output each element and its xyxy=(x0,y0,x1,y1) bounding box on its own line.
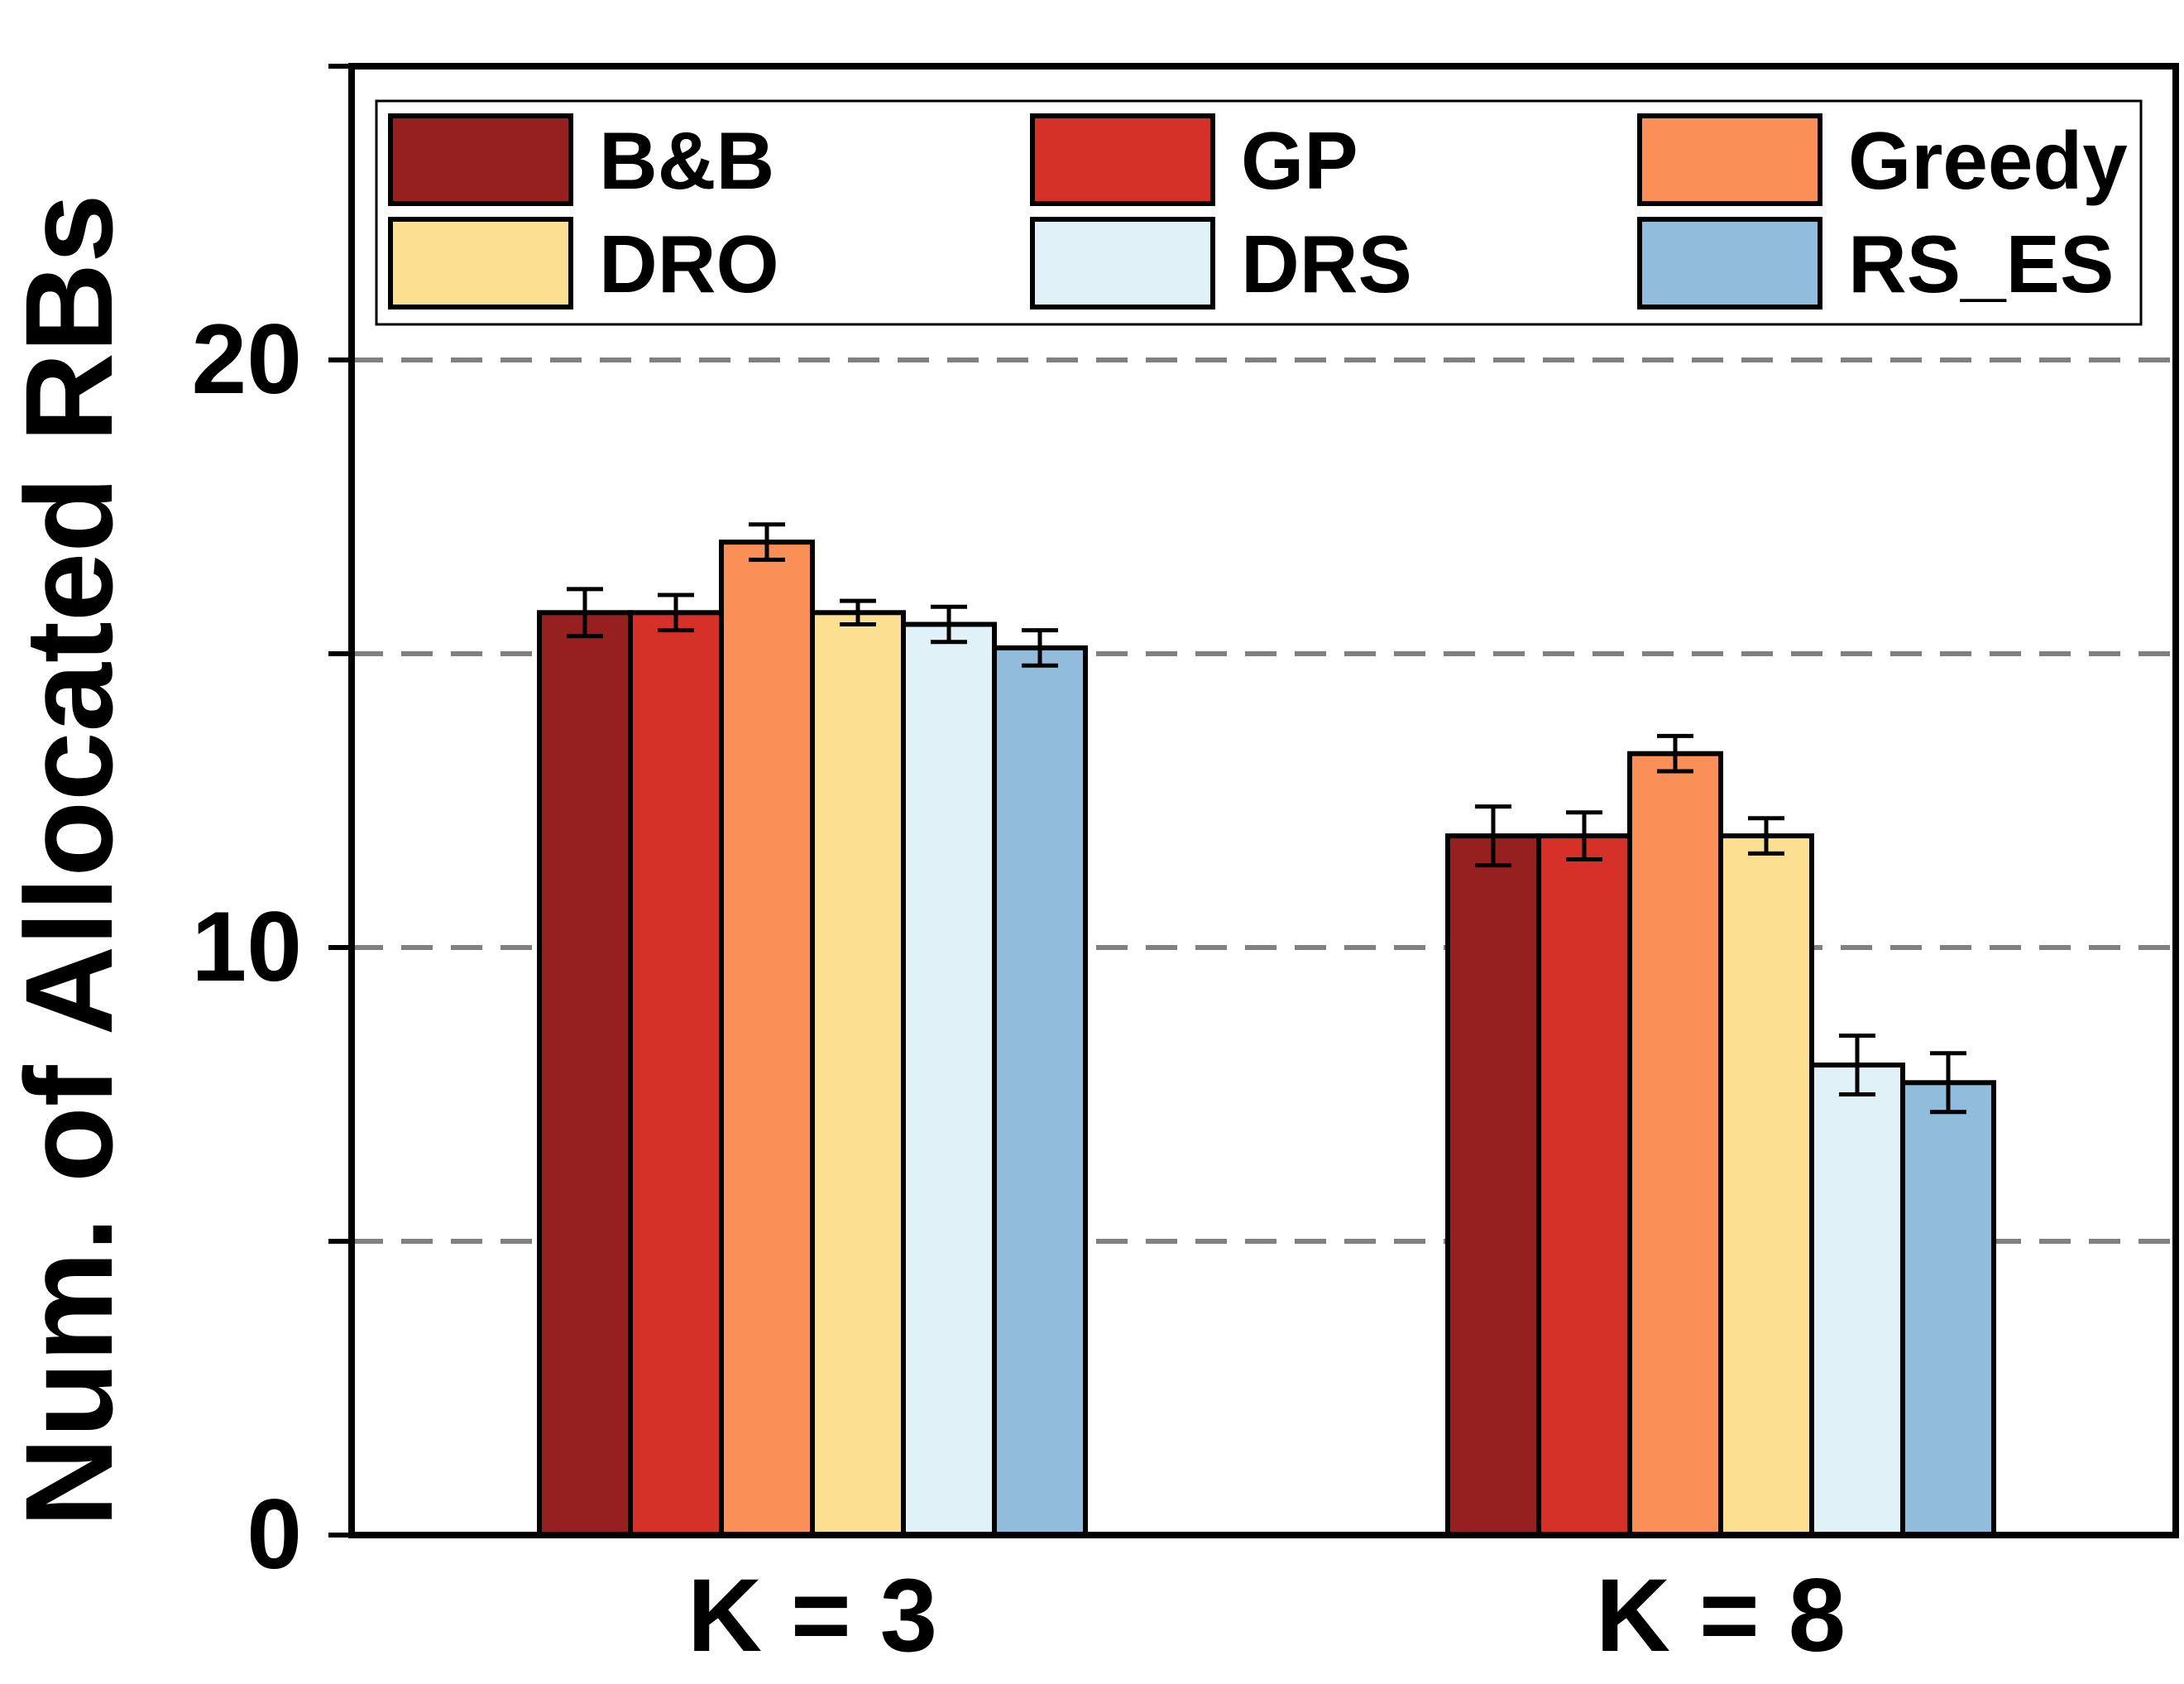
error-bar-GP-1 xyxy=(1566,810,1602,861)
bar-RS_ES-0 xyxy=(992,645,1088,1538)
legend-item-DRS: DRS xyxy=(1030,217,1412,309)
y-axis-label: Num. of Allocated RBs xyxy=(0,194,138,1527)
bars xyxy=(537,540,1996,1538)
error-bar-B&B-1 xyxy=(1475,804,1511,868)
bar-Greedy-0 xyxy=(719,540,815,1538)
error-bar-DRS-0 xyxy=(931,604,967,645)
bar-DRO-1 xyxy=(1718,833,1814,1538)
y-tick-label-2: 20 xyxy=(192,304,302,415)
plot-frame xyxy=(348,63,2179,1538)
error-bar-RS_ES-1 xyxy=(1930,1051,1966,1115)
axis-ticks: 0 10 20 K = 3 K = 8 xyxy=(192,64,1846,1673)
bar-B&B-1 xyxy=(1445,833,1541,1538)
legend-swatch xyxy=(1637,217,1822,309)
legend-item-B&B: B&B xyxy=(388,113,774,206)
bar-B&B-0 xyxy=(537,610,633,1538)
bar-GP-1 xyxy=(1536,833,1632,1538)
legend-label: RS_ES xyxy=(1848,218,2114,309)
bar-Greedy-1 xyxy=(1627,751,1723,1538)
legend-swatch xyxy=(1030,217,1215,309)
x-tick-label-0: K = 3 xyxy=(687,1558,937,1673)
legend-swatch xyxy=(1637,113,1822,206)
legend-swatch xyxy=(388,113,573,206)
error-bar-Greedy-1 xyxy=(1657,733,1693,774)
legend-label: DRO xyxy=(599,218,779,309)
bar-DRS-0 xyxy=(901,621,997,1538)
y-tick-label-1: 10 xyxy=(192,891,302,1002)
bar-RS_ES-1 xyxy=(1900,1080,1996,1538)
error-bar-Greedy-0 xyxy=(749,522,785,562)
legend-item-GP: GP xyxy=(1030,113,1358,206)
bar-DRS-1 xyxy=(1809,1063,1905,1538)
legend-label: Greedy xyxy=(1848,115,2128,206)
y-tick-label-0: 0 xyxy=(247,1479,302,1590)
error-bar-DRS-1 xyxy=(1839,1034,1875,1096)
error-bar-B&B-0 xyxy=(567,587,603,639)
x-tick-label-1: K = 8 xyxy=(1596,1558,1846,1673)
legend-label: B&B xyxy=(599,115,774,206)
legend-item-RS_ES: RS_ES xyxy=(1637,217,2114,309)
legend-swatch xyxy=(388,217,573,309)
error-bar-DRO-1 xyxy=(1748,816,1784,856)
legend-item-Greedy: Greedy xyxy=(1637,113,2128,206)
error-bar-RS_ES-0 xyxy=(1022,628,1058,668)
legend-label: DRS xyxy=(1241,218,1412,309)
legend-item-DRO: DRO xyxy=(388,217,779,309)
error-bar-GP-0 xyxy=(658,593,694,633)
error-bar-DRO-0 xyxy=(840,598,876,626)
error-bars xyxy=(567,522,1966,1115)
legend-label: GP xyxy=(1241,115,1358,206)
legend-box xyxy=(375,99,2143,326)
legend: B&B GP Greedy DRO DRS RS_ES xyxy=(375,99,2143,326)
plot-border xyxy=(348,63,2179,1538)
bar-DRO-0 xyxy=(810,610,906,1538)
bar-GP-0 xyxy=(628,610,724,1538)
legend-swatch xyxy=(1030,113,1215,206)
